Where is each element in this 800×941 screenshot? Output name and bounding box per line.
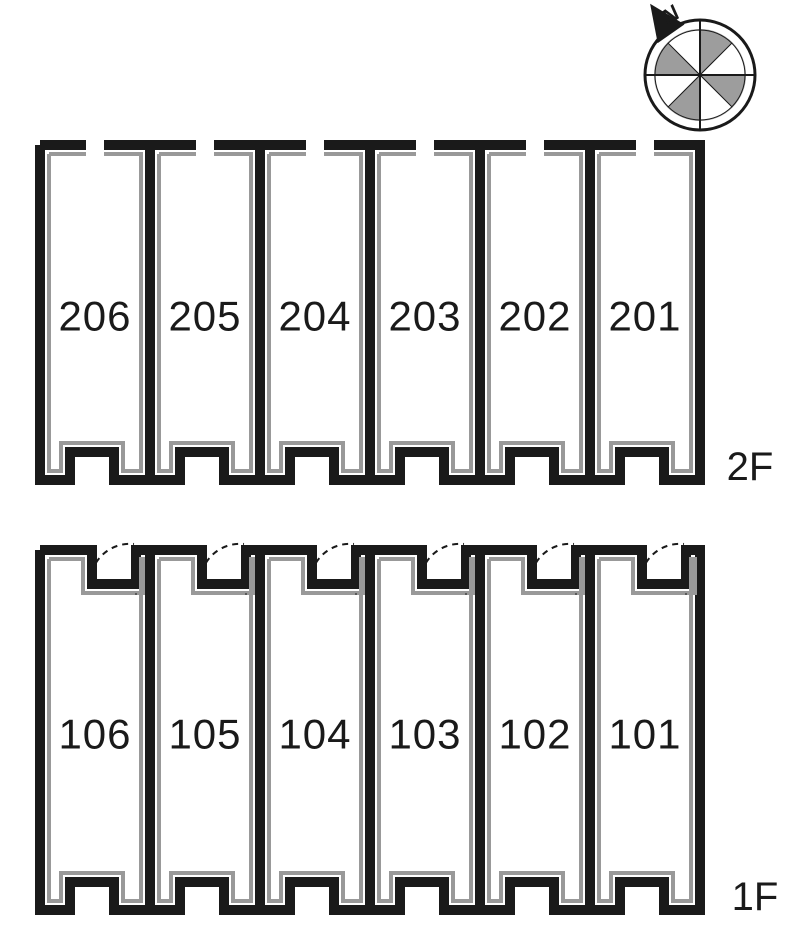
- unit-label-101: 101: [608, 710, 681, 757]
- floor-label-1F: 1F: [732, 875, 779, 919]
- window-tick-203: [416, 139, 434, 151]
- window-tick-201: [636, 139, 654, 151]
- unit-label-106: 106: [58, 710, 131, 757]
- unit-label-102: 102: [498, 710, 571, 757]
- floorplan-diagram: N2062052042032022012F1061051041031021011…: [0, 0, 800, 941]
- unit-label-104: 104: [278, 710, 351, 757]
- unit-label-203: 203: [388, 292, 461, 339]
- unit-label-103: 103: [388, 710, 461, 757]
- window-tick-204: [306, 139, 324, 151]
- unit-label-204: 204: [278, 292, 351, 339]
- compass: N: [645, 0, 755, 130]
- unit-label-206: 206: [58, 292, 131, 339]
- floor-1F: 106 105 104 103 102 101 1F: [40, 544, 778, 919]
- unit-label-205: 205: [168, 292, 241, 339]
- floor-2F: 206 205 204 203 202 201 2F: [40, 139, 773, 489]
- floor-label-2F: 2F: [727, 445, 774, 489]
- window-tick-202: [526, 139, 544, 151]
- unit-label-201: 201: [608, 292, 681, 339]
- unit-label-105: 105: [168, 710, 241, 757]
- window-tick-206: [86, 139, 104, 151]
- unit-label-202: 202: [498, 292, 571, 339]
- window-tick-205: [196, 139, 214, 151]
